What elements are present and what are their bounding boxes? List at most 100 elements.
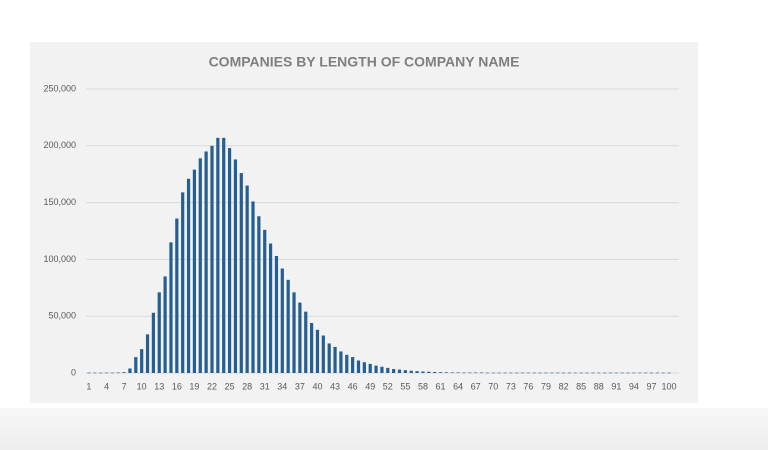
y-tick-label: 200,000 [43, 140, 76, 150]
bar [263, 229, 267, 373]
bar [450, 372, 454, 374]
x-tick-label: 70 [488, 381, 498, 391]
bar [620, 372, 624, 374]
x-tick-label: 1 [86, 381, 91, 391]
bar [327, 343, 331, 373]
bar [227, 148, 232, 373]
bar [351, 357, 355, 373]
bar [462, 372, 466, 374]
bar [298, 302, 302, 373]
x-tick-label: 85 [576, 381, 586, 391]
bar [151, 312, 155, 373]
y-tick-label: 50,000 [48, 311, 76, 321]
bar [614, 372, 618, 374]
x-tick-label: 43 [330, 381, 340, 391]
bar [585, 372, 589, 374]
bar [175, 218, 179, 373]
x-tick-label: 25 [225, 381, 235, 391]
x-tick-label: 13 [154, 381, 164, 391]
bar [661, 372, 665, 374]
bar [479, 372, 484, 374]
bar [315, 329, 320, 373]
bar [626, 372, 630, 374]
bar [181, 192, 185, 373]
x-tick-label: 55 [400, 381, 410, 391]
bar [444, 372, 448, 373]
bar [157, 292, 161, 373]
bar [321, 335, 325, 373]
bar [526, 372, 531, 374]
bar [538, 372, 542, 374]
bar [216, 137, 220, 373]
bar [497, 372, 501, 374]
bar [515, 372, 519, 374]
bar [644, 372, 648, 374]
bar [474, 372, 478, 374]
x-tick-label: 73 [506, 381, 516, 391]
bar [655, 372, 659, 374]
bar [333, 346, 337, 373]
bar [667, 372, 671, 374]
bar [233, 159, 238, 373]
bar [257, 216, 261, 373]
bar [274, 255, 279, 373]
bar [280, 268, 284, 373]
x-tick-label: 91 [611, 381, 621, 391]
bar [603, 372, 607, 374]
bar [397, 369, 402, 373]
bar [415, 371, 419, 373]
bar [186, 178, 191, 373]
x-tick-label: 10 [137, 381, 147, 391]
bar [567, 372, 572, 374]
bar [356, 360, 361, 373]
bar [145, 334, 150, 373]
y-tick-label: 250,000 [43, 83, 76, 93]
x-tick-label: 37 [295, 381, 305, 391]
bar [128, 368, 132, 373]
bar [579, 372, 583, 374]
bar [222, 137, 226, 373]
bar [339, 351, 343, 373]
bar [163, 276, 167, 373]
bar [386, 367, 390, 373]
bar [421, 371, 425, 373]
bar [99, 372, 103, 374]
bar [380, 366, 384, 373]
bar [403, 370, 407, 373]
x-tick-label: 100 [662, 381, 677, 391]
bar [468, 372, 472, 374]
x-tick-label: 97 [646, 381, 656, 391]
bar [140, 349, 144, 373]
x-tick-label: 64 [453, 381, 463, 391]
bar [591, 372, 595, 374]
bar [392, 369, 396, 373]
x-tick-label: 28 [242, 381, 252, 391]
bar [368, 363, 372, 373]
bar [573, 372, 577, 374]
y-tick-label: 0 [71, 367, 76, 377]
x-tick-label: 61 [436, 381, 446, 391]
x-tick-label: 67 [471, 381, 481, 391]
y-tick-label: 150,000 [43, 197, 76, 207]
x-tick-label: 82 [559, 381, 569, 391]
bar [532, 372, 536, 374]
bar [87, 372, 91, 374]
bar [509, 372, 513, 374]
y-tick-label: 100,000 [43, 254, 76, 264]
bar [427, 371, 431, 373]
bar [304, 311, 308, 373]
x-tick-label: 58 [418, 381, 428, 391]
bar [503, 372, 507, 374]
x-tick-label: 40 [312, 381, 322, 391]
x-tick-label: 31 [260, 381, 270, 391]
bar [491, 372, 495, 374]
bar [210, 145, 214, 373]
x-tick-label: 76 [523, 381, 533, 391]
chart-title: COMPANIES BY LENGTH OF COMPANY NAME [209, 54, 520, 70]
bar [433, 371, 437, 373]
bar [198, 158, 202, 373]
x-tick-label: 46 [348, 381, 358, 391]
bar [632, 372, 636, 374]
bar [169, 242, 173, 373]
